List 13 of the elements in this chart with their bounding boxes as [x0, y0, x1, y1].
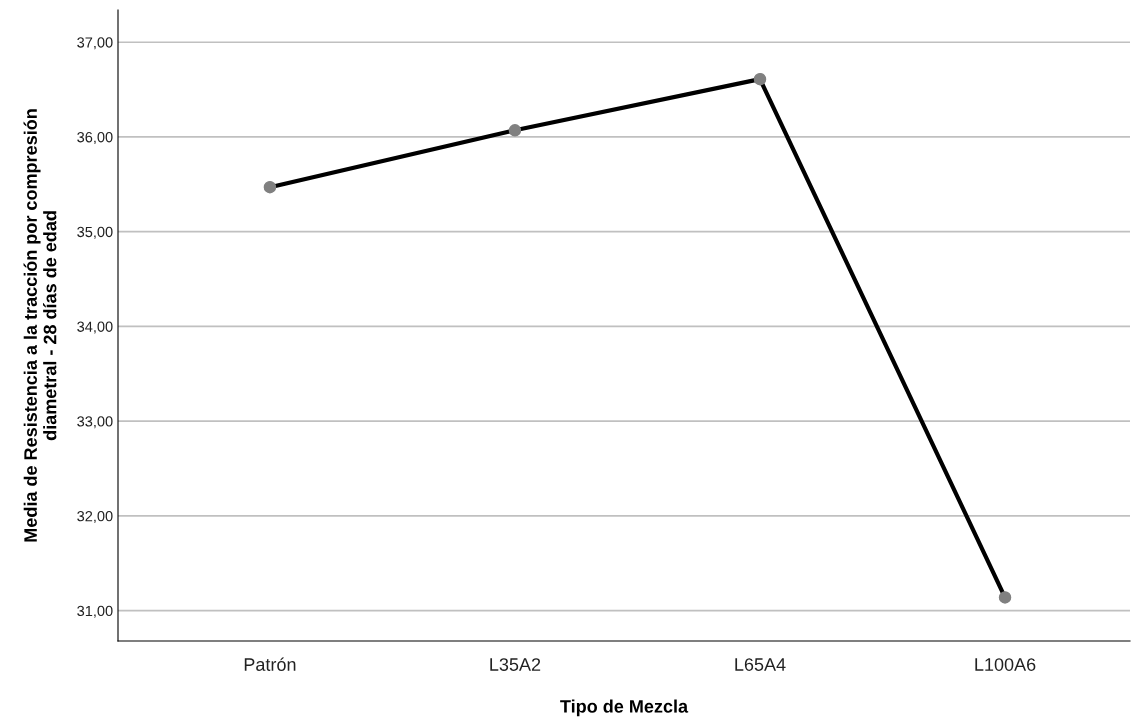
y-tick-label: 36,00	[77, 132, 113, 145]
x-tick-label: L35A2	[490, 658, 541, 671]
x-tick-label: Patrón	[244, 657, 296, 671]
y-axis-title: Media de Resistencia a la tracción por compresión diametral - 28 días de edad	[23, 109, 57, 542]
y-tick-label: 35,00	[77, 226, 113, 239]
x-tick-label: L100A6	[975, 658, 1036, 671]
y-tick-label: 34,00	[77, 321, 113, 334]
y-tick-label: 33,00	[77, 416, 113, 429]
y-tick-label: 37,00	[77, 37, 113, 50]
y-tick-label: 31,00	[77, 605, 113, 618]
y-tick-label: 32,00	[77, 511, 113, 524]
x-tick-label: L65A4	[735, 658, 786, 671]
x-axis-title: Tipo de Mezcla	[560, 699, 689, 717]
